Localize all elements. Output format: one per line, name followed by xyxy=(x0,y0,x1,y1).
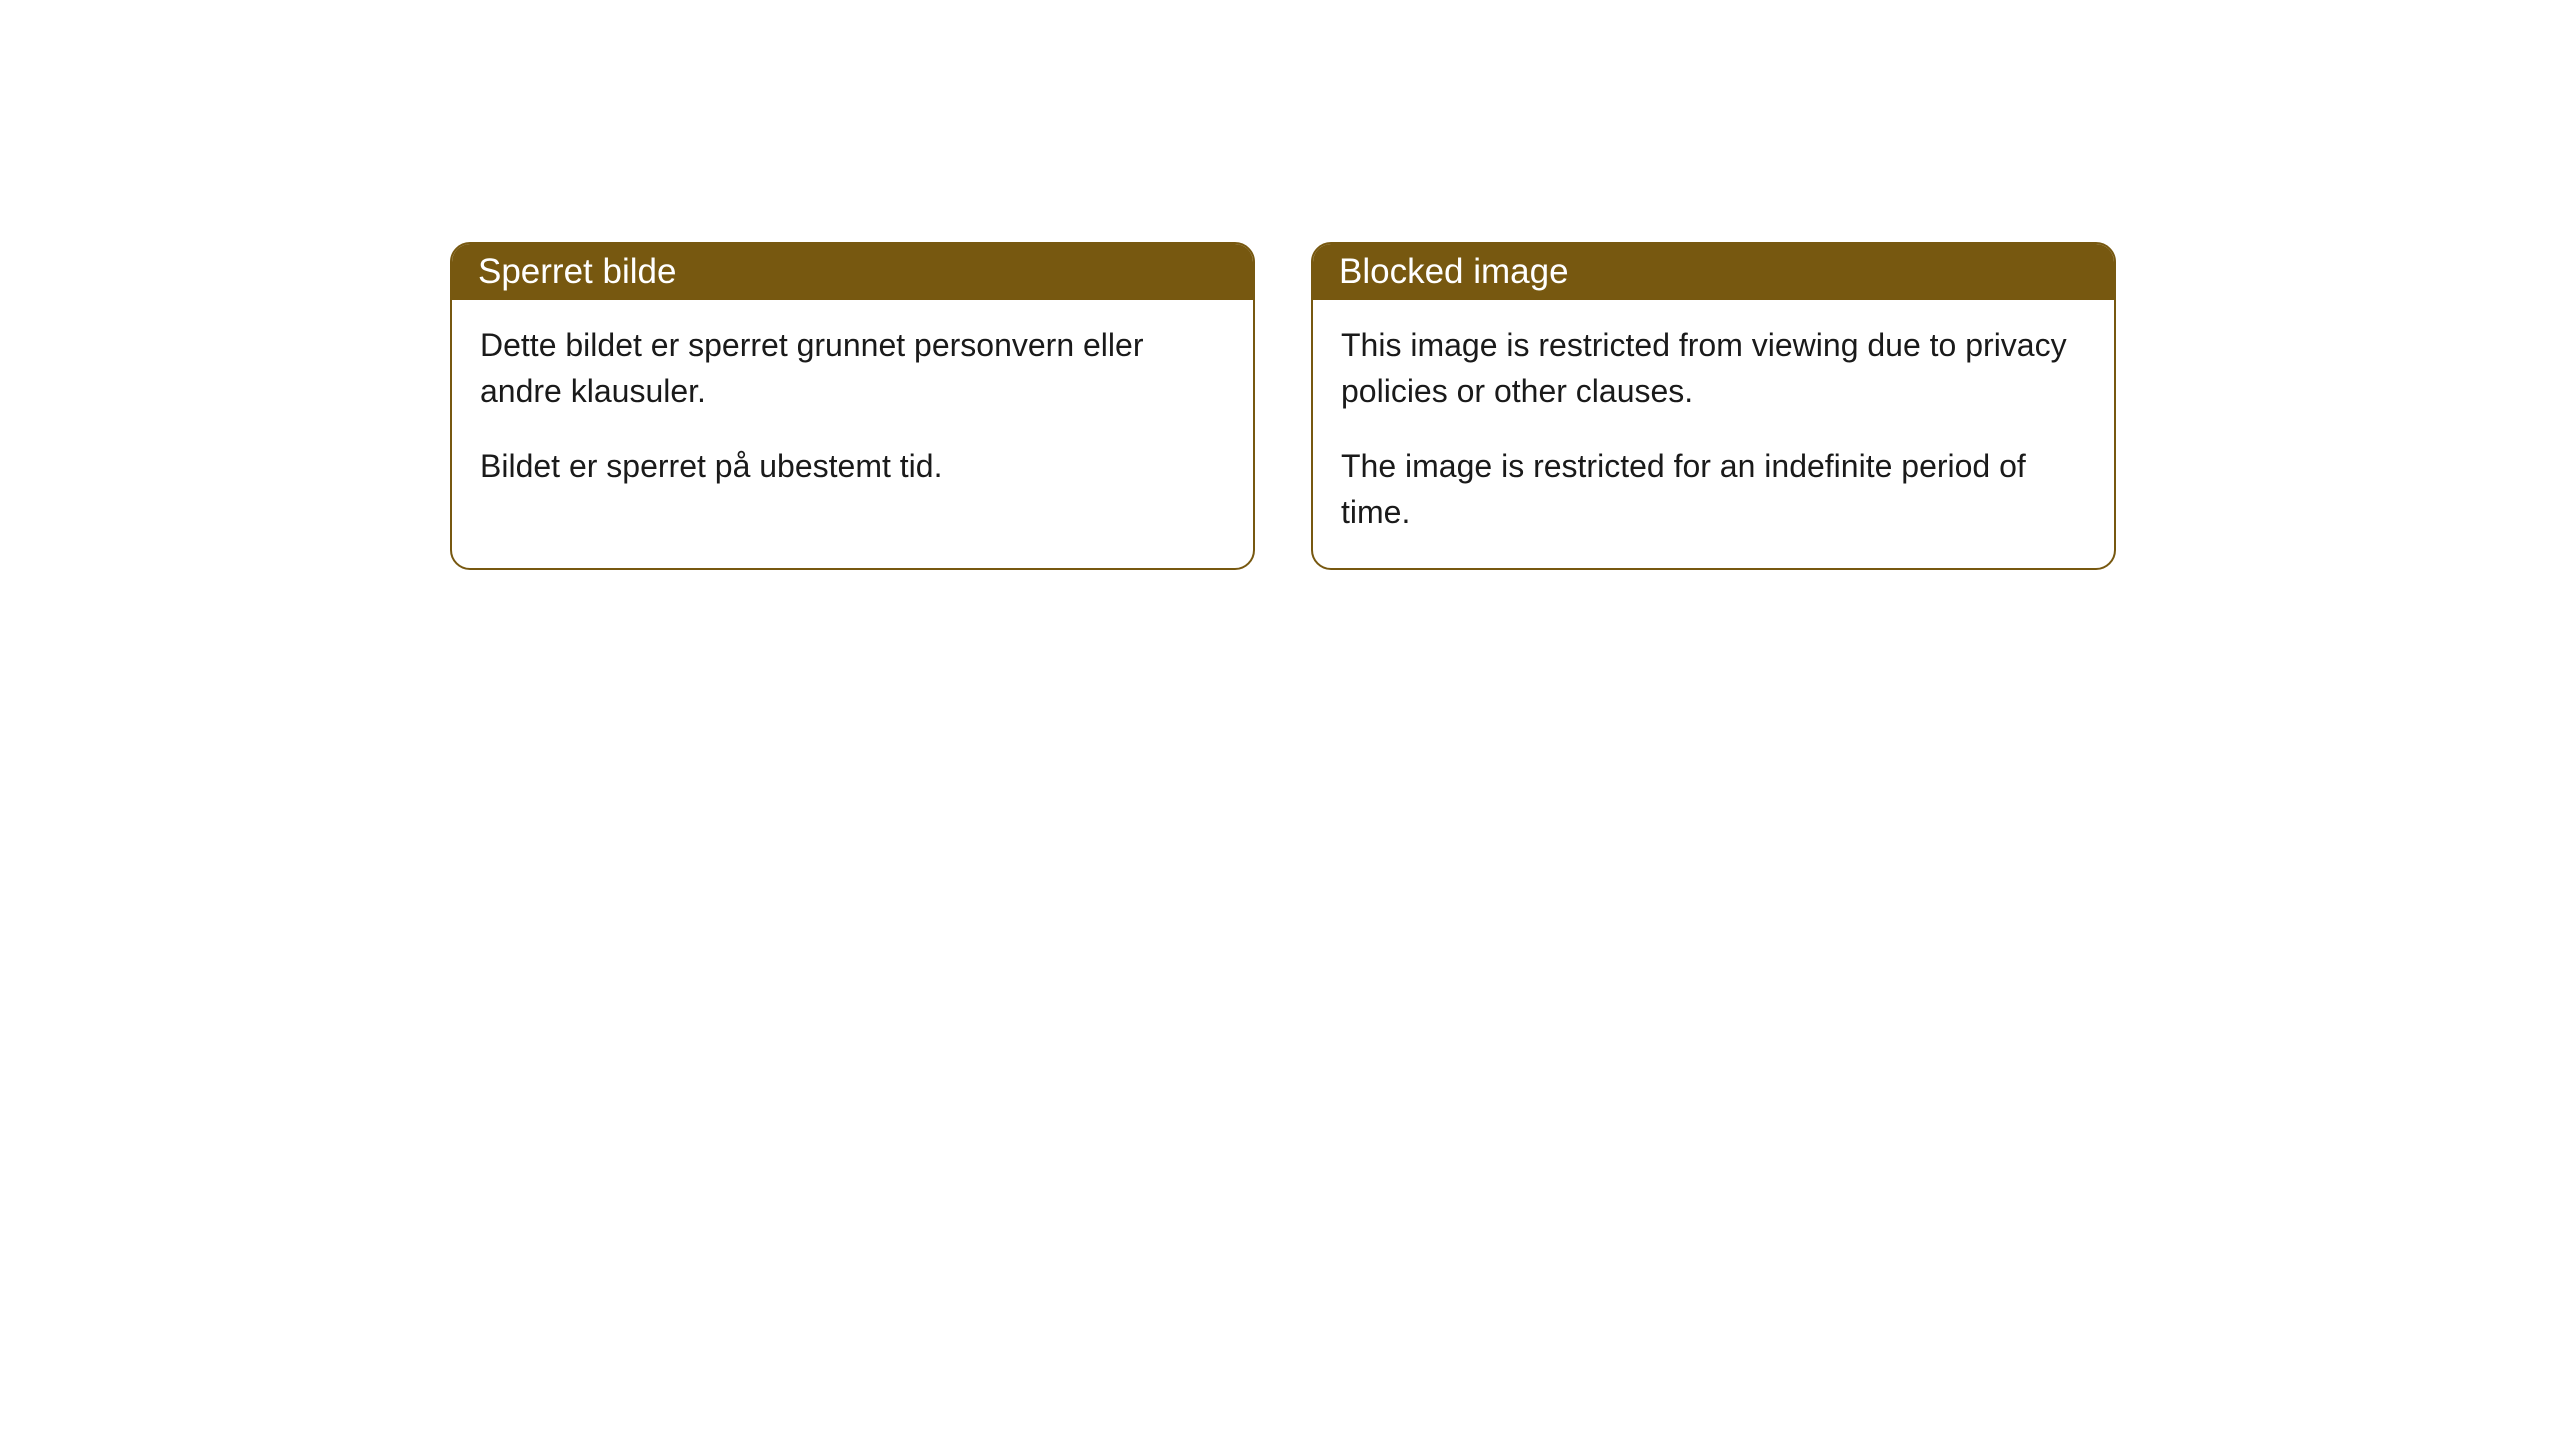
notice-title-english: Blocked image xyxy=(1339,252,1569,291)
notice-body-norwegian: Dette bildet er sperret grunnet personve… xyxy=(452,300,1253,521)
notice-body-english: This image is restricted from viewing du… xyxy=(1313,300,2114,568)
notice-title-norwegian: Sperret bilde xyxy=(478,252,676,291)
notice-container: Sperret bilde Dette bildet er sperret gr… xyxy=(0,0,2560,570)
notice-header-english: Blocked image xyxy=(1313,244,2114,300)
notice-paragraph-2-english: The image is restricted for an indefinit… xyxy=(1341,443,2086,536)
notice-paragraph-2-norwegian: Bildet er sperret på ubestemt tid. xyxy=(480,443,1225,489)
notice-card-english: Blocked image This image is restricted f… xyxy=(1311,242,2116,570)
notice-paragraph-1-english: This image is restricted from viewing du… xyxy=(1341,322,2086,415)
notice-paragraph-1-norwegian: Dette bildet er sperret grunnet personve… xyxy=(480,322,1225,415)
notice-header-norwegian: Sperret bilde xyxy=(452,244,1253,300)
notice-card-norwegian: Sperret bilde Dette bildet er sperret gr… xyxy=(450,242,1255,570)
